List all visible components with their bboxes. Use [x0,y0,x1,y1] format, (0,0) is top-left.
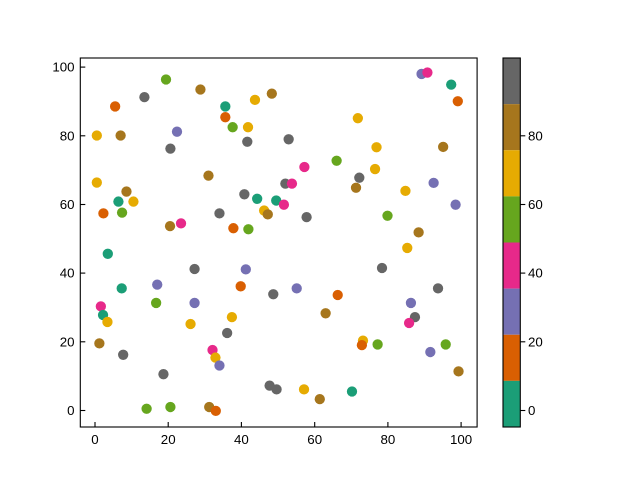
svg-text:100: 100 [450,432,472,447]
svg-text:20: 20 [528,334,543,349]
svg-text:40: 40 [234,432,249,447]
svg-text:60: 60 [60,197,75,212]
svg-text:80: 80 [528,128,543,143]
svg-text:20: 20 [161,432,176,447]
svg-text:80: 80 [60,128,75,143]
svg-text:60: 60 [307,432,322,447]
svg-text:80: 80 [381,432,396,447]
svg-text:0: 0 [67,403,74,418]
svg-text:60: 60 [528,197,543,212]
svg-text:100: 100 [52,60,74,75]
svg-text:40: 40 [60,266,75,281]
svg-text:0: 0 [91,432,98,447]
svg-text:40: 40 [528,266,543,281]
svg-text:0: 0 [528,403,535,418]
svg-text:20: 20 [60,334,75,349]
